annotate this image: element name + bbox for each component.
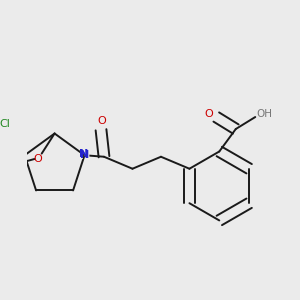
Text: O: O: [34, 154, 43, 164]
Text: N: N: [79, 149, 88, 159]
Text: N: N: [80, 150, 89, 160]
Text: Cl: Cl: [0, 119, 11, 129]
Text: O: O: [97, 116, 106, 126]
Text: N: N: [79, 148, 90, 162]
Text: O: O: [204, 109, 213, 119]
Text: OH: OH: [256, 109, 272, 119]
